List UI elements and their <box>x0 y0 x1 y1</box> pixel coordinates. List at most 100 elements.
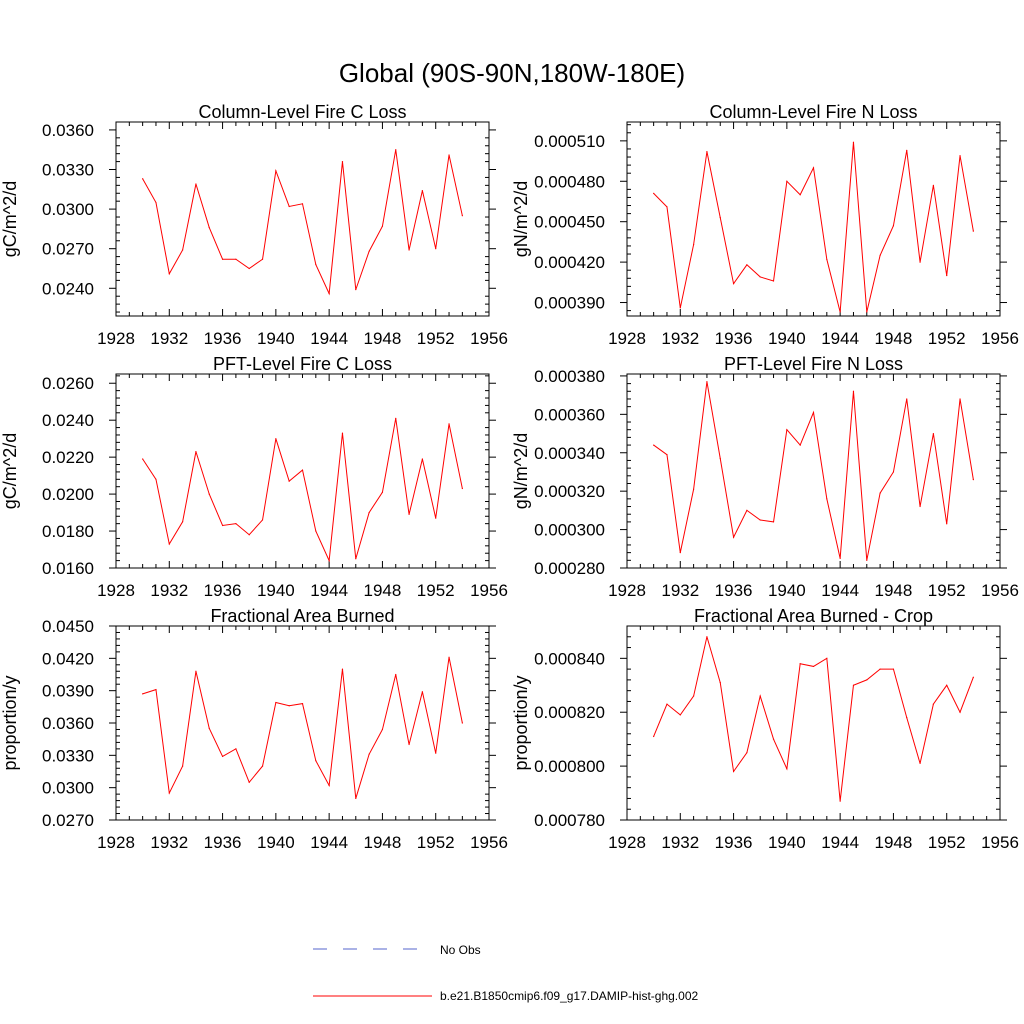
x-tick-label: 1940 <box>768 581 806 600</box>
data-point <box>208 226 210 229</box>
plot-frame <box>115 121 490 317</box>
data-point <box>932 184 934 186</box>
data-point <box>959 155 961 157</box>
series-line <box>653 636 974 802</box>
y-tick-label: 0.000780 <box>534 811 605 830</box>
x-tick-label: 1956 <box>470 329 508 348</box>
data-point <box>328 560 330 562</box>
x-tick-label: 1948 <box>364 581 402 600</box>
x-tick-label: 1940 <box>257 833 295 852</box>
panel-title: Column-Level Fire C Loss <box>198 102 406 122</box>
y-tick-label: 0.000450 <box>534 213 605 232</box>
data-point <box>261 258 264 260</box>
data-point <box>381 225 384 227</box>
y-tick-label: 0.0390 <box>42 682 94 701</box>
data-point <box>155 688 157 691</box>
panel-4: 1928 1932 1936 1940 1944 1948 1952 1956 0.000280… <box>511 354 1019 600</box>
data-point <box>666 454 668 456</box>
data-point <box>195 183 197 185</box>
data-point <box>168 792 170 794</box>
plot-frame <box>626 625 1001 821</box>
panel-5: 1928 1932 1936 1940 1944 1948 1952 1956 0.0270 0.… <box>0 606 508 852</box>
data-point <box>852 390 855 392</box>
data-point <box>368 250 370 252</box>
data-point <box>155 478 157 480</box>
data-point <box>195 451 197 453</box>
data-point <box>195 670 197 672</box>
data-point <box>395 417 397 419</box>
y-axis-label: gN/m^2/d <box>511 433 531 509</box>
y-axis-label: gC/m^2/d <box>0 181 20 257</box>
data-point <box>221 258 224 260</box>
x-tick-label: 1956 <box>981 581 1019 600</box>
data-point <box>301 469 304 471</box>
y-tick-label: 0.0240 <box>42 411 94 430</box>
data-point <box>435 248 437 250</box>
series-line <box>653 381 974 561</box>
x-tick-label: 1932 <box>661 833 699 852</box>
series-line <box>142 418 463 563</box>
y-tick-label: 0.0450 <box>42 617 94 636</box>
data-point <box>341 432 344 434</box>
data-point <box>368 511 370 514</box>
data-point <box>759 276 761 278</box>
x-tick-label: 1948 <box>875 581 913 600</box>
data-point <box>866 311 868 313</box>
y-tick-label: 0.000360 <box>534 405 605 424</box>
x-tick-label: 1948 <box>875 329 913 348</box>
data-point <box>355 558 357 560</box>
data-point <box>906 717 908 719</box>
data-point <box>706 381 708 383</box>
panel-2: 1928 1932 1936 1940 1944 1948 1952 1956 0.000390… <box>511 102 1019 348</box>
data-point <box>972 230 974 232</box>
data-point <box>812 167 815 169</box>
y-tick-label: 0.0200 <box>42 485 94 504</box>
y-tick-label: 0.0420 <box>42 649 94 668</box>
x-tick-label: 1936 <box>715 329 753 348</box>
data-point <box>799 444 801 446</box>
x-tick-label: 1956 <box>470 833 508 852</box>
data-point <box>328 292 330 295</box>
y-tick-label: 0.0260 <box>42 374 94 393</box>
data-point <box>826 657 828 659</box>
x-tick-label: 1948 <box>875 833 913 852</box>
data-point <box>666 206 668 208</box>
x-tick-label: 1936 <box>715 833 753 852</box>
data-point <box>221 524 224 527</box>
data-point <box>435 517 437 519</box>
data-point <box>812 665 815 668</box>
x-tick-label: 1948 <box>364 329 402 348</box>
data-point <box>706 151 708 153</box>
data-point <box>448 423 450 425</box>
data-point <box>142 693 144 695</box>
y-tick-label: 0.0330 <box>42 746 94 765</box>
data-point <box>275 438 277 440</box>
data-point <box>248 534 250 536</box>
x-tick-label: 1928 <box>97 833 135 852</box>
panel-title: PFT-Level Fire N Loss <box>724 354 903 374</box>
x-tick-label: 1956 <box>981 833 1019 852</box>
panel-6: 1928 1932 1936 1940 1944 1948 1952 1956 0.000780… <box>511 606 1019 852</box>
data-point <box>852 141 855 143</box>
y-axis-label: proportion/y <box>511 675 531 770</box>
data-point <box>812 411 815 414</box>
data-point <box>248 781 250 783</box>
data-point <box>261 519 264 521</box>
x-tick-label: 1948 <box>364 833 402 852</box>
data-point <box>235 258 237 260</box>
panel-title: Column-Level Fire N Loss <box>709 102 917 122</box>
data-point <box>919 261 921 263</box>
y-tick-label: 0.000510 <box>534 132 605 151</box>
data-point <box>142 178 144 180</box>
y-axis-label: gN/m^2/d <box>511 181 531 257</box>
data-point <box>719 457 721 460</box>
x-tick-label: 1936 <box>204 833 242 852</box>
y-tick-label: 0.000820 <box>534 703 605 722</box>
x-tick-label: 1956 <box>981 329 1019 348</box>
data-point <box>261 765 264 767</box>
plot-frame <box>626 121 1001 317</box>
data-point <box>919 505 921 508</box>
x-tick-label: 1952 <box>417 581 455 600</box>
data-point <box>786 180 788 182</box>
data-point <box>653 192 655 195</box>
